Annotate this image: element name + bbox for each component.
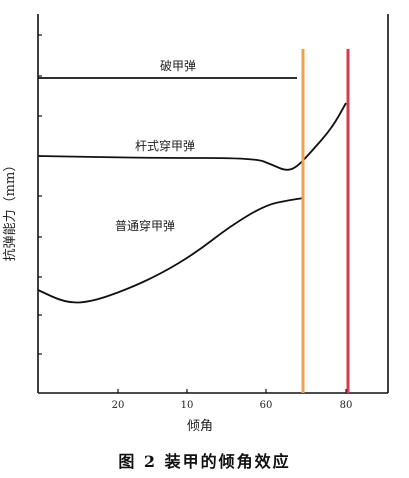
y-axis-title: 抗弹能力（mm）: [3, 159, 18, 262]
series-label: 杆式穿甲弹: [135, 138, 195, 153]
x-tick-label: 80: [340, 400, 353, 411]
series-label: 破甲弹: [160, 58, 196, 73]
x-axis-title: 倾角: [187, 419, 213, 434]
figure-caption: 图 2 装甲的倾角效应: [118, 452, 291, 471]
series-line-2: [37, 197, 305, 304]
x-tick-label: 10: [181, 400, 194, 411]
series-label: 普通穿甲弹: [115, 218, 175, 233]
series-line-1: [37, 102, 347, 171]
x-tick-label: 60: [260, 400, 273, 411]
x-tick-label: 20: [112, 400, 125, 411]
